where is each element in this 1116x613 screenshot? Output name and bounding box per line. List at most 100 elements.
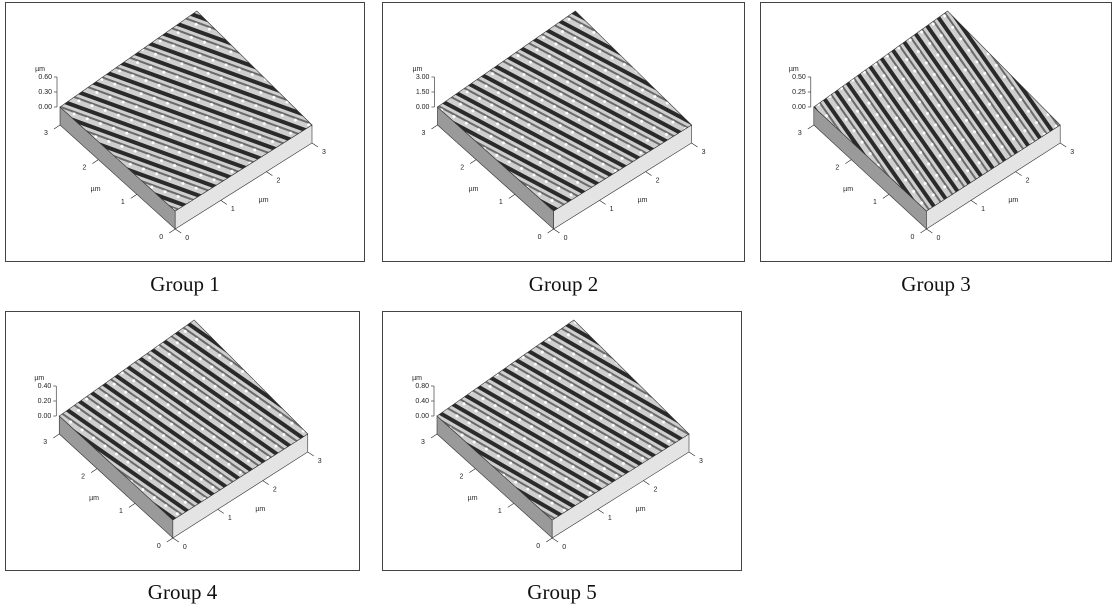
z-unit: µm: [35, 66, 45, 73]
y-tick-label: 0: [536, 543, 540, 550]
tick: [926, 229, 932, 233]
y-tick-label: 2: [82, 165, 86, 172]
tick: [1060, 143, 1066, 147]
x-tick-label: 0: [185, 235, 189, 242]
y-unit: µm: [843, 186, 853, 193]
y-unit: µm: [468, 495, 478, 502]
z-unit: µm: [412, 375, 422, 382]
y-tick-label: 0: [538, 234, 542, 241]
y-tick-label: 2: [835, 165, 839, 172]
y-tick-label: 1: [873, 199, 877, 206]
y-tick-label: 1: [119, 508, 123, 515]
x-tick-label: 0: [562, 544, 566, 551]
tick: [167, 538, 173, 542]
tick: [92, 160, 98, 164]
x-tick-label: 0: [936, 235, 940, 242]
surface: [437, 11, 691, 211]
tick: [431, 125, 437, 129]
caption: Group 2: [382, 272, 745, 297]
x-tick-label: 1: [981, 206, 985, 213]
x-tick-label: 3: [1070, 149, 1074, 156]
z-tick-label: 0.40: [38, 383, 52, 390]
x-tick-label: 2: [276, 178, 280, 185]
y-unit: µm: [469, 186, 479, 193]
y-unit: µm: [91, 186, 101, 193]
tick: [689, 452, 695, 456]
x-tick-label: 1: [228, 515, 232, 522]
caption: Group 1: [5, 272, 365, 297]
y-tick-label: 2: [460, 165, 464, 172]
y-tick-label: 3: [421, 130, 425, 137]
tick: [845, 160, 851, 164]
surface: [814, 11, 1060, 211]
x-tick-label: 0: [564, 235, 568, 242]
tick: [643, 481, 649, 485]
tick: [263, 481, 269, 485]
x-tick-label: 3: [322, 149, 326, 156]
surface: [59, 320, 308, 520]
x-tick-label: 0: [183, 544, 187, 551]
tick: [552, 538, 558, 542]
surface: [437, 320, 689, 520]
z-tick-label: 0.80: [415, 383, 429, 390]
tick: [508, 503, 514, 507]
y-tick-label: 3: [44, 130, 48, 137]
x-tick-label: 1: [608, 515, 612, 522]
x-tick-label: 2: [653, 487, 657, 494]
tick: [169, 229, 175, 233]
z-unit: µm: [413, 66, 423, 73]
tick: [53, 434, 59, 438]
x-tick-label: 3: [699, 458, 703, 465]
y-tick-label: 0: [910, 234, 914, 241]
z-tick-label: 0.00: [38, 413, 52, 420]
tick: [173, 538, 179, 542]
z-unit: µm: [34, 375, 44, 382]
caption: Group 4: [5, 580, 360, 605]
tick: [175, 229, 181, 233]
y-tick-label: 2: [81, 474, 85, 481]
tick: [554, 229, 560, 233]
tick: [266, 172, 272, 176]
y-tick-label: 3: [798, 130, 802, 137]
tick: [469, 469, 475, 473]
tick: [131, 194, 137, 198]
z-tick-label: 1.50: [416, 89, 430, 96]
tick: [1016, 172, 1022, 176]
x-tick-label: 2: [656, 178, 660, 185]
y-tick-label: 1: [121, 199, 125, 206]
tick: [312, 143, 318, 147]
x-tick-label: 3: [702, 149, 706, 156]
tick: [600, 200, 606, 204]
z-tick-label: 0.00: [416, 104, 430, 111]
y-tick-label: 1: [499, 199, 503, 206]
x-unit: µm: [636, 506, 646, 513]
tick: [548, 229, 554, 233]
tick: [808, 125, 814, 129]
tick: [221, 200, 227, 204]
x-unit: µm: [259, 197, 269, 204]
z-tick-label: 0.00: [415, 413, 429, 420]
z-tick-label: 0.50: [792, 74, 806, 81]
z-tick-label: 0.40: [415, 398, 429, 405]
tick: [54, 125, 60, 129]
z-tick-label: 0.00: [792, 104, 806, 111]
surface: [60, 11, 312, 211]
z-tick-label: 3.00: [416, 74, 430, 81]
x-tick-label: 1: [610, 206, 614, 213]
x-unit: µm: [255, 506, 265, 513]
y-tick-label: 1: [498, 508, 502, 515]
z-tick-label: 0.20: [38, 398, 52, 405]
x-tick-label: 1: [231, 206, 235, 213]
tick: [692, 143, 698, 147]
tick: [646, 172, 652, 176]
tick: [470, 160, 476, 164]
x-unit: µm: [1008, 197, 1018, 204]
